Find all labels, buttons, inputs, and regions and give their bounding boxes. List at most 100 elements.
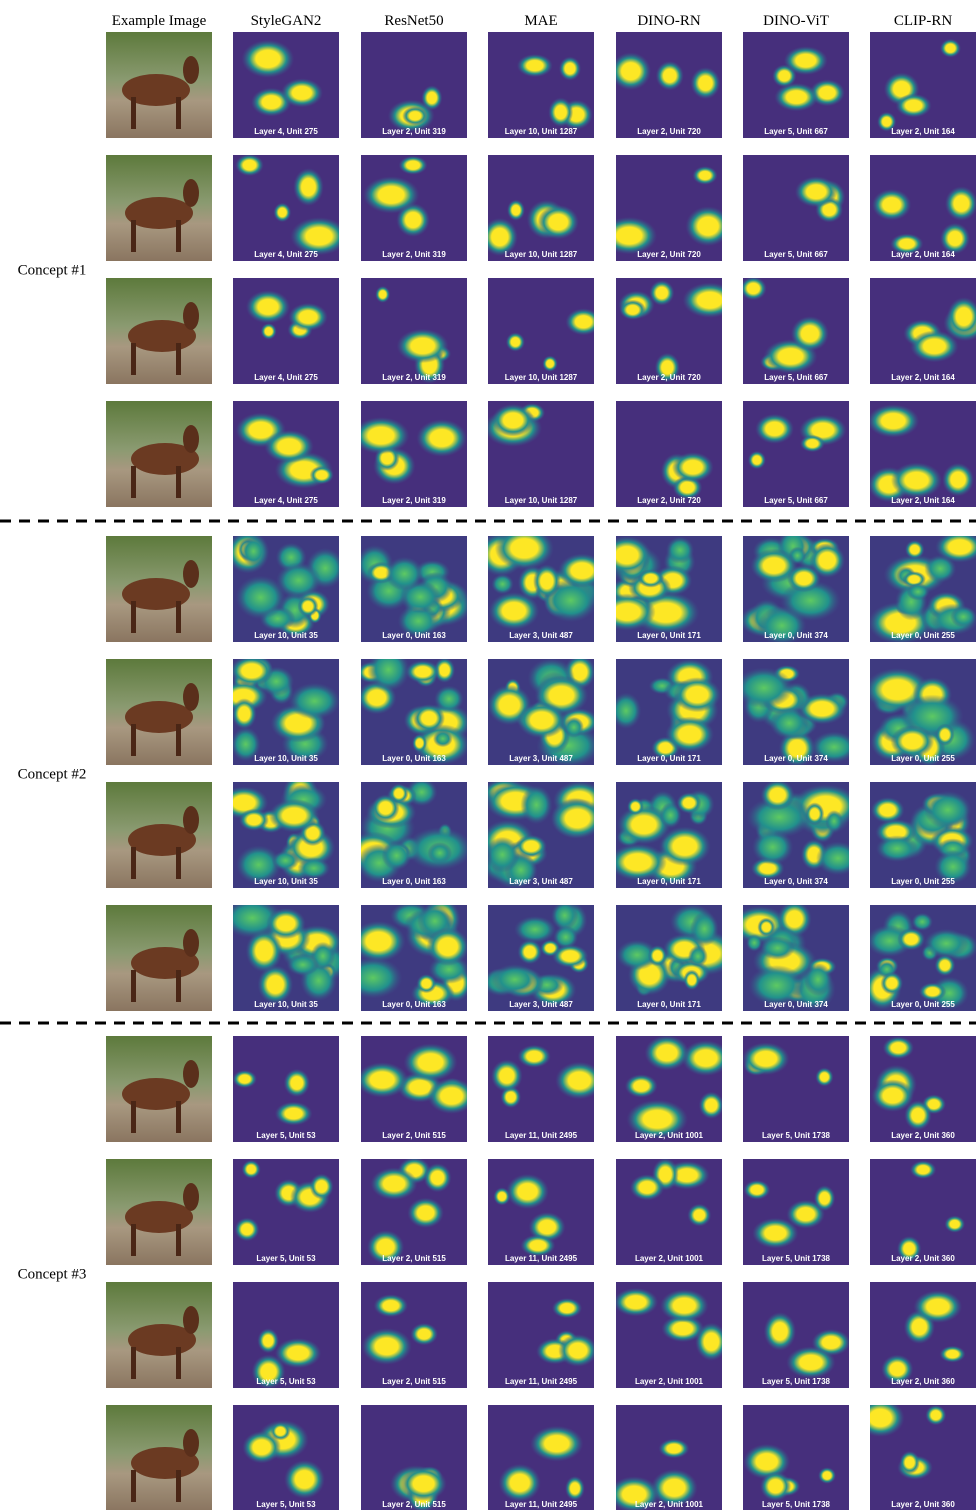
heatmap: Layer 10, Unit 35 xyxy=(233,782,339,888)
activation xyxy=(520,1234,556,1257)
activation xyxy=(517,1044,551,1068)
activation xyxy=(698,1091,722,1119)
activation xyxy=(381,840,412,871)
activation xyxy=(683,969,701,991)
activation xyxy=(240,536,267,567)
activation xyxy=(880,971,904,995)
column-header: MAE xyxy=(524,13,557,29)
activation xyxy=(293,168,324,206)
activation xyxy=(870,1405,905,1438)
heatmap: Layer 5, Unit 53 xyxy=(233,1282,339,1388)
heatmap: Layer 2, Unit 319 xyxy=(361,32,467,138)
activation xyxy=(245,929,283,973)
activation xyxy=(751,829,794,865)
activation xyxy=(274,1338,322,1369)
heatmap: Layer 4, Unit 275 xyxy=(233,401,339,507)
heatmap: Layer 10, Unit 35 xyxy=(233,905,339,1011)
activation xyxy=(235,575,286,620)
activation xyxy=(491,1059,523,1093)
horse xyxy=(122,74,190,106)
unit-label: Layer 10, Unit 35 xyxy=(254,877,318,886)
heatmap: Layer 3, Unit 487 xyxy=(488,782,594,888)
activation xyxy=(367,659,410,692)
horse-leg xyxy=(176,220,181,252)
unit-label: Layer 10, Unit 35 xyxy=(254,1000,318,1009)
unit-label: Layer 4, Unit 275 xyxy=(254,496,318,505)
activation xyxy=(257,965,294,1005)
activation xyxy=(361,920,406,962)
horse-leg xyxy=(131,97,136,129)
heatmap: Layer 4, Unit 275 xyxy=(233,278,339,384)
horse-leg xyxy=(176,970,181,1002)
heatmap: Layer 2, Unit 360 xyxy=(870,1405,976,1510)
unit-label: Layer 2, Unit 319 xyxy=(382,127,446,136)
unit-label: Layer 4, Unit 275 xyxy=(254,127,318,136)
horse-leg xyxy=(131,343,136,375)
activation xyxy=(491,964,539,995)
activation xyxy=(906,583,930,601)
activation xyxy=(925,1405,947,1426)
heatmap-bg xyxy=(616,401,722,507)
activation xyxy=(361,957,403,999)
example-image xyxy=(106,32,212,138)
activation xyxy=(488,592,540,630)
activation xyxy=(805,802,825,826)
heatmap: Layer 2, Unit 360 xyxy=(870,1159,976,1265)
activation xyxy=(245,290,291,324)
activation xyxy=(695,1322,722,1361)
activation xyxy=(366,1230,405,1264)
activation xyxy=(755,413,794,444)
heatmap: Layer 2, Unit 164 xyxy=(870,155,976,261)
unit-label: Layer 5, Unit 667 xyxy=(764,373,828,382)
horse xyxy=(122,1078,190,1110)
heatmap: Layer 2, Unit 319 xyxy=(361,278,467,384)
activation xyxy=(913,1290,963,1324)
activation xyxy=(270,1422,291,1441)
activation xyxy=(924,928,969,959)
unit-label: Layer 2, Unit 515 xyxy=(382,1254,446,1263)
activation xyxy=(280,78,323,108)
activation xyxy=(809,542,846,578)
activation xyxy=(890,233,924,255)
heatmap: Layer 2, Unit 515 xyxy=(361,1036,467,1142)
unit-label: Layer 0, Unit 163 xyxy=(382,877,446,886)
unit-label: Layer 2, Unit 1001 xyxy=(635,1131,704,1140)
heatmap: Layer 0, Unit 374 xyxy=(743,659,849,765)
activation xyxy=(655,60,684,91)
activation xyxy=(627,798,644,816)
activation xyxy=(743,1042,790,1076)
unit-label: Layer 0, Unit 255 xyxy=(891,754,955,763)
unit-label: Layer 0, Unit 171 xyxy=(637,631,701,640)
activation xyxy=(934,954,956,977)
activation xyxy=(251,1354,286,1388)
activation xyxy=(491,573,514,595)
unit-label: Layer 2, Unit 360 xyxy=(891,1377,955,1386)
column-header: ResNet50 xyxy=(384,13,443,29)
horse-leg xyxy=(131,466,136,498)
activation xyxy=(881,1354,914,1384)
activation xyxy=(616,1476,660,1510)
unit-label: Layer 10, Unit 1287 xyxy=(505,373,578,382)
unit-label: Layer 3, Unit 487 xyxy=(509,877,573,886)
activation xyxy=(426,927,467,966)
activation xyxy=(743,1443,791,1480)
activation xyxy=(488,836,520,873)
heatmap: Layer 0, Unit 171 xyxy=(616,659,722,765)
heatmap: Layer 0, Unit 374 xyxy=(743,782,849,888)
activation xyxy=(818,1467,837,1484)
horse-leg xyxy=(176,343,181,375)
unit-label: Layer 5, Unit 667 xyxy=(764,496,828,505)
unit-label: Layer 3, Unit 487 xyxy=(509,754,573,763)
concept-label: Concept #2 xyxy=(18,767,87,783)
heatmap: Layer 2, Unit 720 xyxy=(616,32,722,138)
heatmap: Layer 2, Unit 515 xyxy=(361,1282,467,1388)
activation xyxy=(890,462,943,499)
heatmap: Layer 5, Unit 53 xyxy=(233,1036,339,1142)
heatmap: Layer 3, Unit 487 xyxy=(488,536,594,642)
activation xyxy=(624,1074,658,1098)
activation xyxy=(423,1163,452,1193)
heatmap: Layer 3, Unit 487 xyxy=(488,659,594,765)
activation xyxy=(309,465,334,485)
heatmap: Layer 2, Unit 360 xyxy=(870,1036,976,1142)
